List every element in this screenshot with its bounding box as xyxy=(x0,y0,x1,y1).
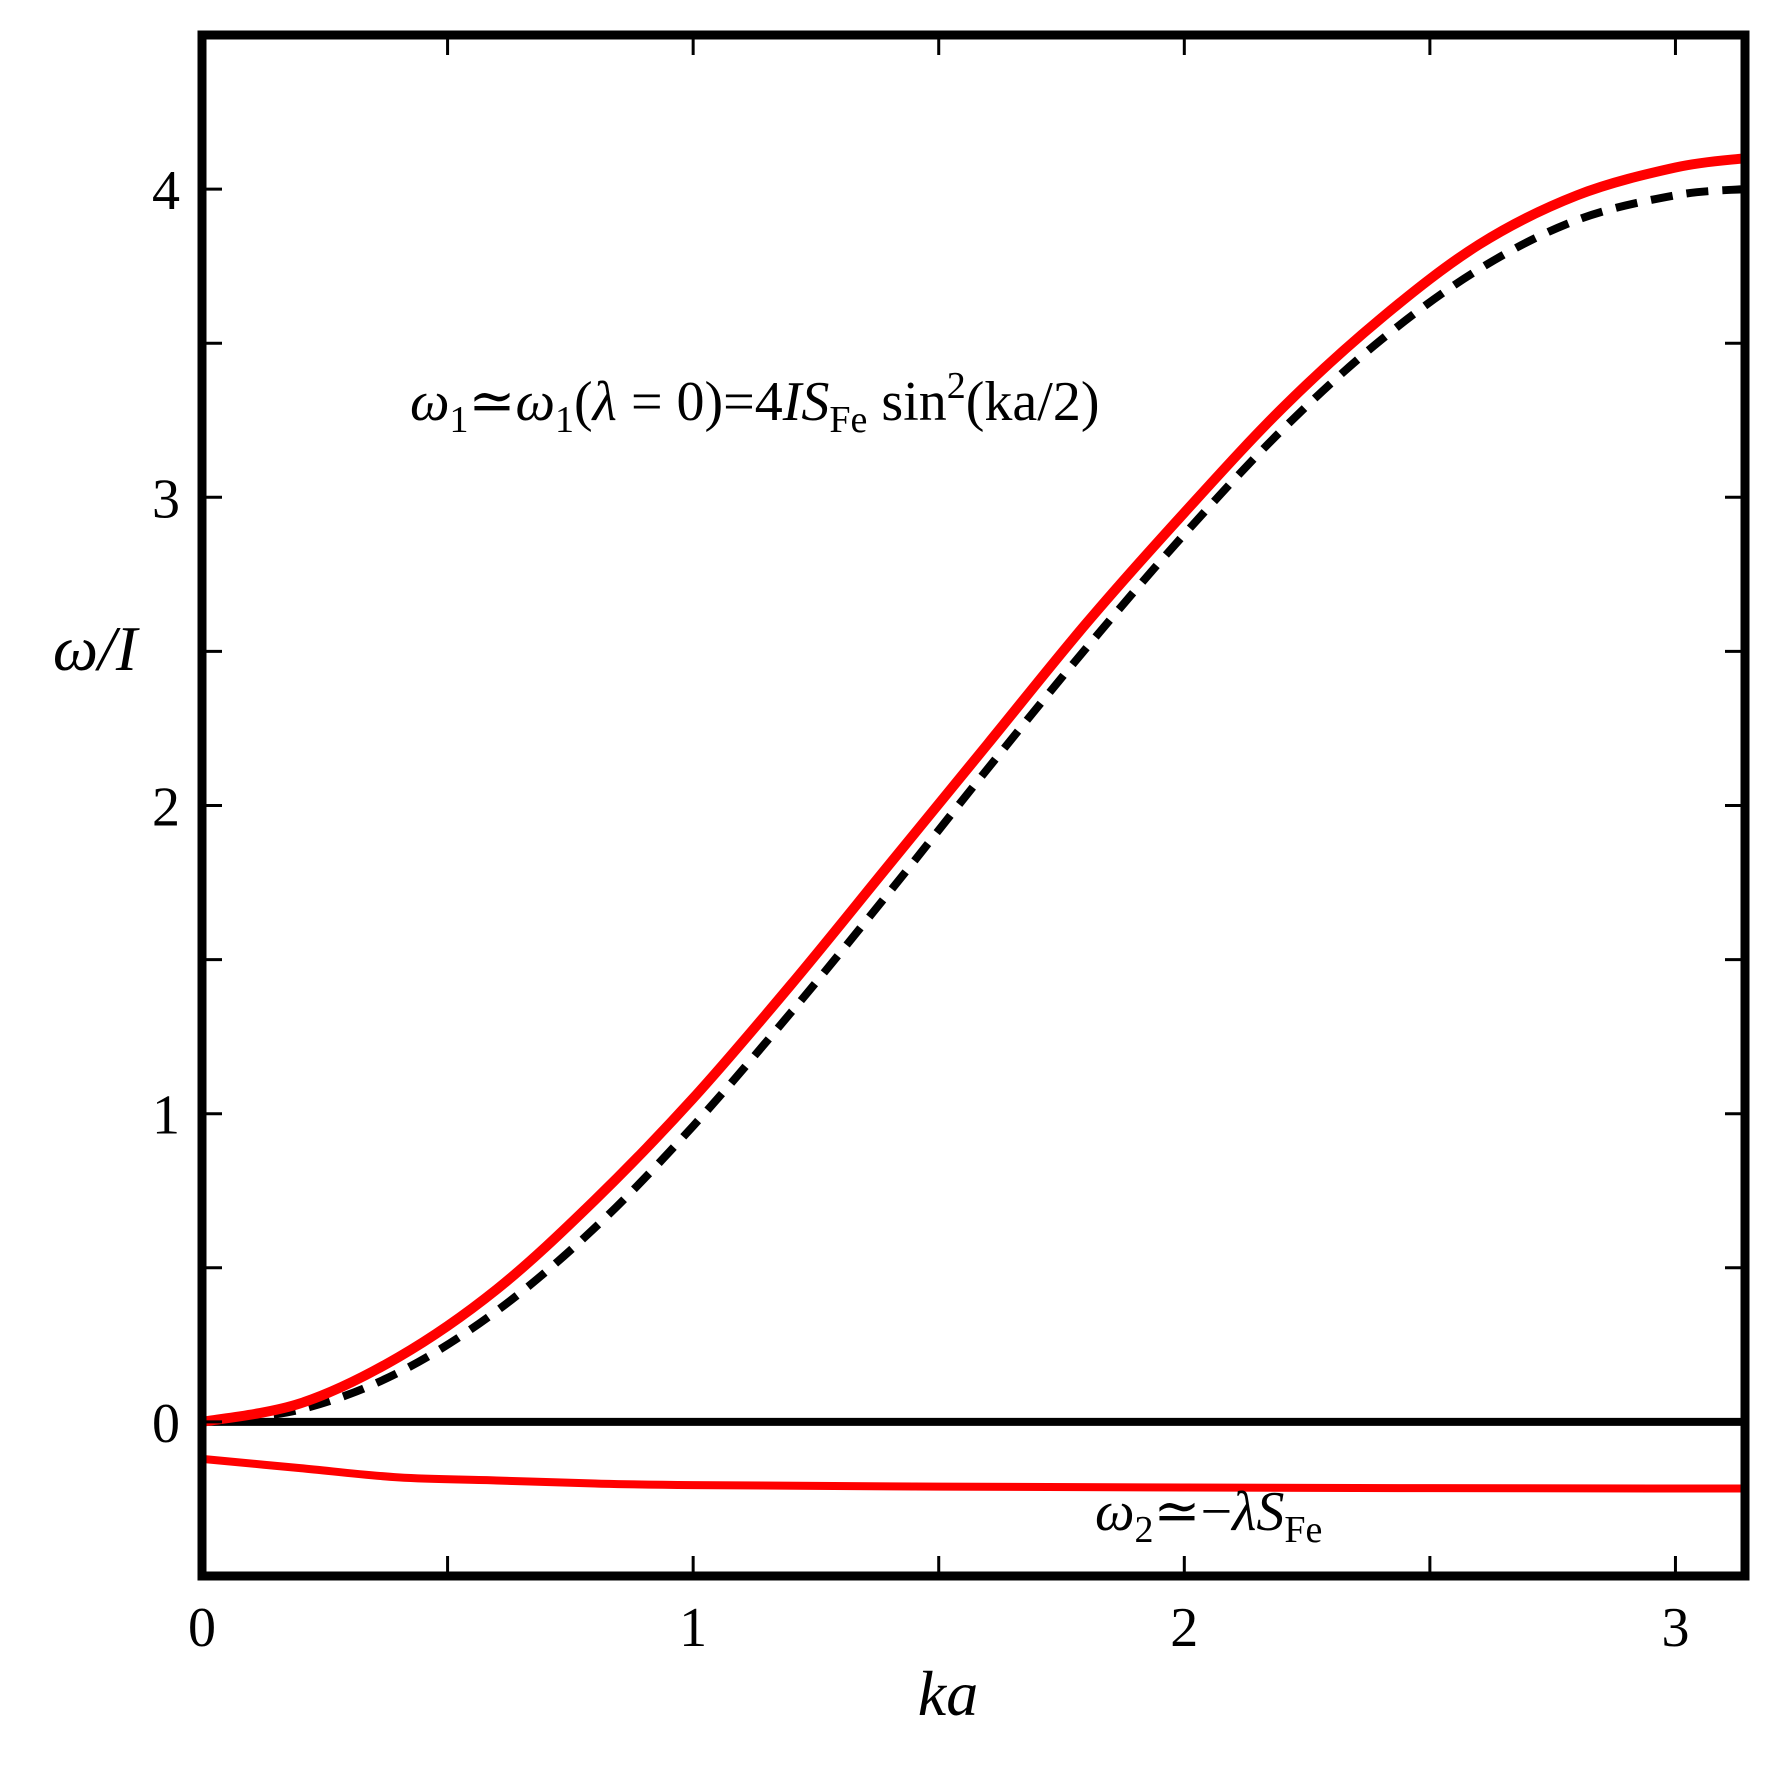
omega2-symbol: ω xyxy=(1095,1481,1135,1543)
series-line-lower-red xyxy=(201,1454,1745,1493)
paren-open: ( xyxy=(574,371,593,433)
x-axis-label: ka xyxy=(918,1658,978,1729)
sin-argument: (ka/2) xyxy=(966,371,1100,433)
approx-sign: ≃ xyxy=(469,371,516,433)
sin-text: sin xyxy=(867,371,946,433)
omega2-subscript: 2 xyxy=(1135,1509,1154,1551)
lambda-symbol-2: λ xyxy=(1230,1481,1256,1543)
y-tick-label: 4 xyxy=(152,160,180,222)
S-symbol: S xyxy=(801,371,829,433)
omega1-symbol-b: ω xyxy=(515,371,555,433)
x-tick-label: 3 xyxy=(1661,1597,1689,1659)
x-tick-label: 2 xyxy=(1170,1597,1198,1659)
fe-subscript-2: Fe xyxy=(1284,1509,1322,1551)
omega1-subscript-b: 1 xyxy=(555,399,574,441)
approx-minus: ≃− xyxy=(1154,1481,1233,1543)
lambda-symbol: λ xyxy=(591,371,617,433)
plot-frame xyxy=(197,30,1750,1581)
y-tick-label: 0 xyxy=(152,1393,180,1455)
annotation-omega1: ω1≃ω1(λ = 0)=4ISFe sin2(ka/2) xyxy=(410,365,1099,441)
x-tick-label: 1 xyxy=(679,1597,707,1659)
series-line-upper-red xyxy=(201,153,1745,1427)
omega1-subscript: 1 xyxy=(450,399,469,441)
y-tick-label: 2 xyxy=(152,777,180,839)
x-tick-label: 0 xyxy=(188,1597,216,1659)
y-tick-label: 1 xyxy=(152,1085,180,1147)
equals-zero: = 0)=4 xyxy=(617,371,783,433)
y-tick-label: 3 xyxy=(152,468,180,530)
fe-subscript: Fe xyxy=(829,399,867,441)
omega1-symbol: ω xyxy=(410,371,450,433)
y-axis-label: ω/I xyxy=(53,613,140,684)
S-symbol-2: S xyxy=(1256,1481,1284,1543)
I-symbol: I xyxy=(782,371,804,433)
series-line-dashed-black xyxy=(201,185,1745,1426)
annotation-omega2: ω2≃−λSFe xyxy=(1095,1481,1322,1551)
sin-superscript: 2 xyxy=(947,365,966,407)
